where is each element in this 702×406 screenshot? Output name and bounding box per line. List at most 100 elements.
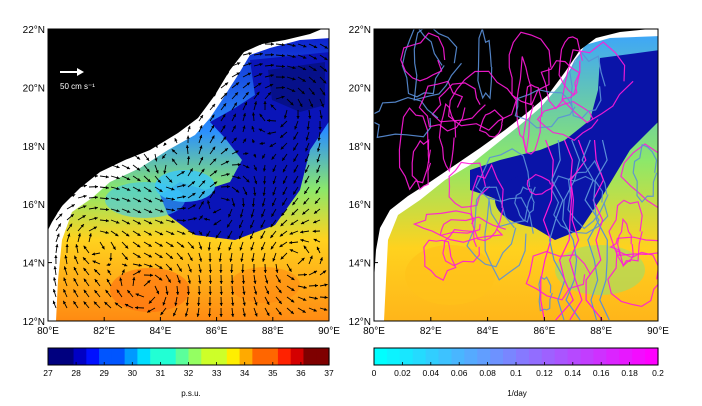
vector-arrowhead	[169, 255, 173, 259]
vector-arrowhead	[233, 137, 237, 142]
vector-arrowhead	[83, 119, 87, 123]
vector-arrowhead	[243, 138, 247, 142]
vector-arrowhead	[237, 176, 241, 180]
vector-arrowhead	[154, 144, 158, 148]
vector-arrowhead	[180, 73, 184, 77]
vector-arrowhead	[61, 129, 65, 133]
vector-arrowhead	[83, 173, 87, 177]
vector-arrowhead	[271, 213, 275, 217]
vector-arrowhead	[211, 103, 216, 108]
vector-arrowhead	[251, 203, 256, 207]
vector-arrowhead	[93, 226, 97, 230]
vector-arrowhead	[324, 283, 328, 287]
vector-arrowhead	[80, 224, 84, 228]
vector-arrowhead	[94, 269, 98, 273]
vector-arrowhead	[63, 277, 67, 281]
vector-arrowhead	[281, 53, 285, 58]
vector-arrowhead	[115, 233, 119, 237]
vector-arrowhead	[179, 95, 183, 99]
vector-arrowhead	[94, 141, 98, 145]
vector-arrowhead	[279, 244, 283, 248]
salinity-colorbar: 27 28 29 30 31 32 33 34 35 36 37	[43, 347, 334, 378]
rate-colorbar-swatch	[632, 348, 646, 365]
vector-arrowhead	[63, 289, 67, 293]
vector-arrowhead	[72, 129, 76, 133]
vector-arrowhead	[212, 190, 216, 194]
vector-arrowhead	[63, 266, 67, 270]
contour-line	[466, 186, 517, 268]
vector-arrowhead	[104, 108, 108, 112]
rate-colorbar-tick-label: 0	[372, 368, 377, 378]
vector-arrowhead	[200, 104, 204, 108]
vector-arrowhead	[104, 74, 108, 79]
vector-arrowhead	[262, 258, 266, 262]
vector-arrowhead	[270, 63, 274, 67]
contour-line	[525, 250, 591, 301]
vector-arrowhead	[191, 73, 195, 77]
vector-arrowhead	[154, 158, 158, 162]
vector-arrowhead	[137, 52, 141, 56]
vector-arrowhead	[262, 192, 266, 196]
vector-arrowhead	[158, 85, 162, 89]
vector-arrowhead	[198, 280, 202, 284]
vector-arrowhead	[60, 74, 64, 78]
vector-arrowhead	[83, 278, 87, 283]
vector-arrowhead	[157, 107, 161, 112]
vector-arrowhead	[167, 279, 171, 283]
vector-arrowhead	[61, 161, 65, 165]
vector-arrowhead	[132, 277, 136, 281]
vector-arrowhead	[282, 168, 286, 173]
vector-arrowhead	[83, 130, 87, 134]
vector-arrowhead	[147, 74, 152, 78]
vector-arrowhead	[105, 130, 109, 135]
vector-arrowhead	[200, 156, 204, 161]
vector-arrowhead	[320, 103, 324, 108]
current-vectors	[52, 41, 329, 318]
vector-arrowhead	[138, 263, 142, 267]
vector-arrowhead	[199, 215, 203, 219]
vector-arrowhead	[236, 72, 240, 76]
contour-line	[548, 139, 566, 321]
vector-arrowhead	[148, 300, 153, 304]
vector-arrowhead	[262, 155, 266, 159]
vector-arrowhead	[317, 137, 321, 141]
contour-line	[475, 148, 536, 228]
vector-arrowhead	[241, 203, 246, 207]
vector-arrowhead	[300, 221, 305, 225]
vector-arrowhead	[319, 115, 323, 119]
vector-arrowhead	[219, 302, 223, 306]
vector-arrowhead	[272, 202, 275, 207]
vector-arrowhead	[83, 184, 87, 188]
vector-arrowhead	[250, 214, 254, 218]
vector-arrowhead	[114, 302, 119, 306]
vector-arrowhead	[235, 82, 240, 86]
salinity-colorbar-swatch	[162, 348, 177, 365]
warm-patch-2	[230, 267, 300, 303]
vector-arrowhead	[170, 243, 174, 247]
rate-colorbar-swatch	[554, 348, 569, 365]
vector-arrowhead	[171, 219, 175, 224]
contour-line	[558, 36, 583, 96]
vector-arrowhead	[213, 158, 217, 162]
rate-colorbar: 0 0.02 0.04 0.06 0.08 0.1 0.12 0.14 0.16 0.18 0.2	[372, 347, 664, 378]
vector-arrowhead	[83, 141, 87, 145]
vector-arrowhead	[182, 184, 186, 188]
left-axes-frame	[47, 28, 330, 322]
vector-arrowhead	[60, 41, 64, 45]
rate-colorbar-swatch	[477, 348, 491, 365]
vector-arrowhead	[234, 92, 238, 96]
vector-arrowhead	[309, 103, 313, 108]
vector-arrowhead	[261, 246, 265, 251]
vector-arrowhead	[208, 269, 213, 273]
vector-arrowhead	[190, 94, 194, 98]
vector-scale-key: 50 cm s⁻¹	[60, 68, 95, 91]
salinity-colorbar-tick-label: 35	[268, 368, 278, 378]
rate-colorbar-swatch	[516, 348, 530, 365]
vector-arrowhead	[208, 291, 212, 295]
vector-arrowhead	[148, 243, 152, 247]
vector-arrowhead	[191, 231, 196, 235]
vector-arrowhead	[178, 268, 182, 272]
vector-arrowhead	[232, 203, 236, 207]
left-y-tick-label: 14°N	[23, 259, 45, 270]
salinity-colorbar-swatch	[303, 348, 317, 365]
